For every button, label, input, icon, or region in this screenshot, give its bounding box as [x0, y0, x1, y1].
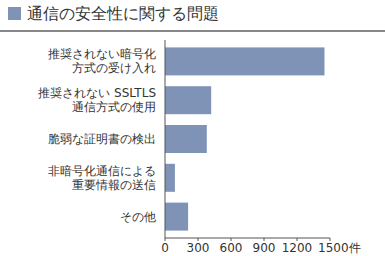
- tick-label: 300: [187, 241, 210, 255]
- bars: [165, 47, 325, 230]
- category-label: 推奨されない SSLTLS通信方式の使用: [38, 86, 156, 114]
- tick-label: 1200: [282, 241, 313, 255]
- bar: [165, 164, 175, 192]
- category-label: 推奨されない暗号化方式の受け入れ: [48, 47, 156, 75]
- category-line: 推奨されない SSLTLS: [38, 86, 156, 100]
- value-axis: [165, 238, 330, 239]
- category-axis: [165, 40, 166, 238]
- category-label: その他: [120, 210, 156, 224]
- tick-label: 600: [220, 241, 243, 255]
- category-label: 脆弱な証明書の検出: [48, 132, 156, 146]
- category-line: 推奨されない暗号化: [48, 47, 156, 61]
- title-rule: [0, 30, 385, 32]
- tick-label: 900: [253, 241, 276, 255]
- category-line: 非暗号化通信による: [48, 164, 156, 178]
- category-label: 非暗号化通信による重要情報の送信: [48, 164, 156, 192]
- bar: [165, 86, 211, 114]
- category-line: 通信方式の使用: [72, 100, 156, 114]
- bar: [165, 47, 325, 75]
- tick-label: 0: [161, 241, 169, 255]
- title-icon: [8, 7, 21, 20]
- bar: [165, 125, 207, 153]
- bar: [165, 203, 188, 231]
- title: 通信の安全性に関する問題: [27, 4, 219, 23]
- category-line: 脆弱な証明書の検出: [48, 132, 156, 146]
- category-line: その他: [120, 210, 156, 224]
- tick-label: 1500件: [318, 241, 361, 255]
- chart: 通信の安全性に関する問題推奨されない暗号化方式の受け入れ推奨されない SSLTL…: [0, 0, 385, 256]
- category-line: 方式の受け入れ: [72, 61, 156, 75]
- category-line: 重要情報の送信: [72, 178, 156, 192]
